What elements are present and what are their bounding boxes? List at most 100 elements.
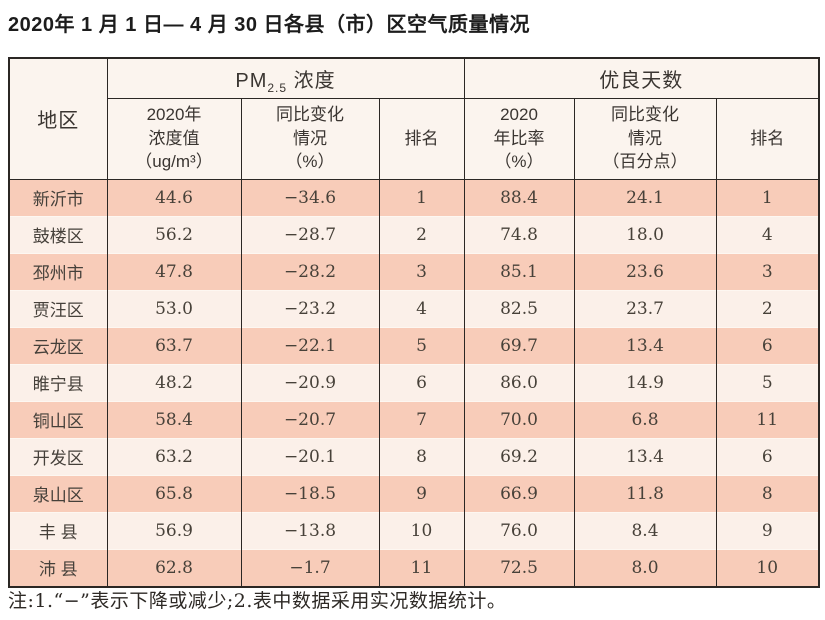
good-ratio-cell: 69.2 bbox=[463, 437, 575, 475]
pm-change-cell: −1.7 bbox=[240, 548, 380, 587]
pm-rank-cell: 9 bbox=[378, 474, 465, 512]
table-row: 睢宁县 48.2 −20.9 6 86.0 14.9 5 bbox=[8, 363, 820, 401]
good-change-column-header: 同比变化 情况 （百分点） bbox=[573, 97, 717, 180]
pm-change-cell: −20.1 bbox=[240, 437, 380, 475]
region-cell: 新沂市 bbox=[8, 179, 108, 216]
good-change-cell: 24.1 bbox=[573, 179, 717, 216]
footnote: 注:1.“−”表示下降或减少;2.表中数据采用实况数据统计。 bbox=[8, 590, 507, 612]
good-change-cell: 6.8 bbox=[573, 400, 717, 438]
good-change-cell: 23.6 bbox=[573, 252, 717, 290]
good-change-cell: 18.0 bbox=[573, 215, 717, 253]
pm-change-cell: −23.2 bbox=[240, 289, 380, 327]
good-ratio-cell: 70.0 bbox=[463, 400, 575, 438]
table-row: 邳州市 47.8 −28.2 3 85.1 23.6 3 bbox=[8, 252, 820, 290]
pm-value-cell: 44.6 bbox=[106, 179, 242, 216]
pm-change-cell: −28.2 bbox=[240, 252, 380, 290]
good-rank-cell: 11 bbox=[715, 400, 820, 438]
region-cell: 鼓楼区 bbox=[8, 215, 108, 253]
good-ratio-cell: 86.0 bbox=[463, 363, 575, 401]
pm-change-cell: −13.8 bbox=[240, 511, 380, 549]
table-row: 铜山区 58.4 −20.7 7 70.0 6.8 11 bbox=[8, 400, 820, 438]
pm-value-cell: 56.2 bbox=[106, 215, 242, 253]
pm-change-cell: −22.1 bbox=[240, 326, 380, 364]
pm-rank-cell: 10 bbox=[378, 511, 465, 549]
good-rank-cell: 1 bbox=[715, 179, 820, 216]
pm-value-column-header: 2020年 浓度值 （ug/m³） bbox=[106, 97, 242, 180]
pm-rank-column-header: 排名 bbox=[378, 97, 465, 180]
pm-rank-cell: 2 bbox=[378, 215, 465, 253]
table-row: 新沂市 44.6 −34.6 1 88.4 24.1 1 bbox=[8, 179, 820, 216]
pm25-group-header: PM2.5 浓度 bbox=[106, 57, 465, 99]
pm-value-cell: 48.2 bbox=[106, 363, 242, 401]
table-row: 开发区 63.2 −20.1 8 69.2 13.4 6 bbox=[8, 437, 820, 475]
good-rank-cell: 4 bbox=[715, 215, 820, 253]
good-change-cell: 14.9 bbox=[573, 363, 717, 401]
table-row: 泉山区 65.8 −18.5 9 66.9 11.8 8 bbox=[8, 474, 820, 512]
good-ratio-cell: 69.7 bbox=[463, 326, 575, 364]
good-rank-cell: 3 bbox=[715, 252, 820, 290]
page-title: 2020年 1 月 1 日— 4 月 30 日各县（市）区空气质量情况 bbox=[8, 14, 531, 36]
pm25-label-suffix: 浓度 bbox=[287, 69, 336, 92]
pm-change-cell: −20.7 bbox=[240, 400, 380, 438]
pm-change-column-header: 同比变化 情况 （%） bbox=[240, 97, 380, 180]
group-header-row: 地区 PM2.5 浓度 优良天数 bbox=[8, 57, 820, 180]
good-ratio-cell: 66.9 bbox=[463, 474, 575, 512]
pm-value-cell: 58.4 bbox=[106, 400, 242, 438]
pm-value-cell: 63.2 bbox=[106, 437, 242, 475]
pm25-label-prefix: PM bbox=[235, 69, 268, 92]
good-change-cell: 8.4 bbox=[573, 511, 717, 549]
pm-value-cell: 63.7 bbox=[106, 326, 242, 364]
pm-rank-cell: 4 bbox=[378, 289, 465, 327]
pm-rank-cell: 1 bbox=[378, 179, 465, 216]
table-row: 沛 县 62.8 −1.7 11 72.5 8.0 10 bbox=[8, 548, 820, 587]
good-change-cell: 23.7 bbox=[573, 289, 717, 327]
region-cell: 丰 县 bbox=[8, 511, 108, 549]
table-row: 云龙区 63.7 −22.1 5 69.7 13.4 6 bbox=[8, 326, 820, 364]
good-rank-cell: 5 bbox=[715, 363, 820, 401]
good-rank-cell: 10 bbox=[715, 548, 820, 587]
pm-value-cell: 62.8 bbox=[106, 548, 242, 587]
pm-value-cell: 53.0 bbox=[106, 289, 242, 327]
good-ratio-cell: 72.5 bbox=[463, 548, 575, 587]
pm25-label-subscript: 2.5 bbox=[267, 80, 288, 95]
good-change-cell: 8.0 bbox=[573, 548, 717, 587]
table-body: 新沂市 44.6 −34.6 1 88.4 24.1 1 鼓楼区 56.2 −28.7 2 74.8 1… bbox=[8, 179, 820, 587]
region-cell: 邳州市 bbox=[8, 252, 108, 290]
good-ratio-cell: 76.0 bbox=[463, 511, 575, 549]
region-column-header: 地区 bbox=[8, 57, 108, 180]
pm-change-cell: −18.5 bbox=[240, 474, 380, 512]
good-ratio-cell: 82.5 bbox=[463, 289, 575, 327]
good-rank-cell: 9 bbox=[715, 511, 820, 549]
good-change-cell: 11.8 bbox=[573, 474, 717, 512]
region-cell: 云龙区 bbox=[8, 326, 108, 364]
good-rank-cell: 6 bbox=[715, 326, 820, 364]
table-row: 贾汪区 53.0 −23.2 4 82.5 23.7 2 bbox=[8, 289, 820, 327]
region-cell: 开发区 bbox=[8, 437, 108, 475]
pm-rank-cell: 6 bbox=[378, 363, 465, 401]
pm-rank-cell: 7 bbox=[378, 400, 465, 438]
pm-value-cell: 65.8 bbox=[106, 474, 242, 512]
pm-rank-cell: 11 bbox=[378, 548, 465, 587]
pm-change-cell: −34.6 bbox=[240, 179, 380, 216]
good-change-cell: 13.4 bbox=[573, 326, 717, 364]
air-quality-table: 地区 PM2.5 浓度 优良天数 2020年 浓度值 （ug/m³） 同比变化 … bbox=[8, 57, 820, 588]
good-rank-cell: 8 bbox=[715, 474, 820, 512]
good-rank-cell: 6 bbox=[715, 437, 820, 475]
region-cell: 沛 县 bbox=[8, 548, 108, 587]
good-rank-cell: 2 bbox=[715, 289, 820, 327]
pm-change-cell: −28.7 bbox=[240, 215, 380, 253]
good-change-cell: 13.4 bbox=[573, 437, 717, 475]
good-ratio-cell: 85.1 bbox=[463, 252, 575, 290]
table-row: 鼓楼区 56.2 −28.7 2 74.8 18.0 4 bbox=[8, 215, 820, 253]
pm-rank-cell: 3 bbox=[378, 252, 465, 290]
pm-rank-cell: 8 bbox=[378, 437, 465, 475]
good-ratio-column-header: 2020 年比率 （%） bbox=[463, 97, 575, 180]
table-row: 丰 县 56.9 −13.8 10 76.0 8.4 9 bbox=[8, 511, 820, 549]
pm-rank-cell: 5 bbox=[378, 326, 465, 364]
good-ratio-cell: 88.4 bbox=[463, 179, 575, 216]
good-days-group-header: 优良天数 bbox=[463, 57, 820, 99]
region-cell: 贾汪区 bbox=[8, 289, 108, 327]
good-ratio-cell: 74.8 bbox=[463, 215, 575, 253]
region-cell: 铜山区 bbox=[8, 400, 108, 438]
pm-value-cell: 56.9 bbox=[106, 511, 242, 549]
